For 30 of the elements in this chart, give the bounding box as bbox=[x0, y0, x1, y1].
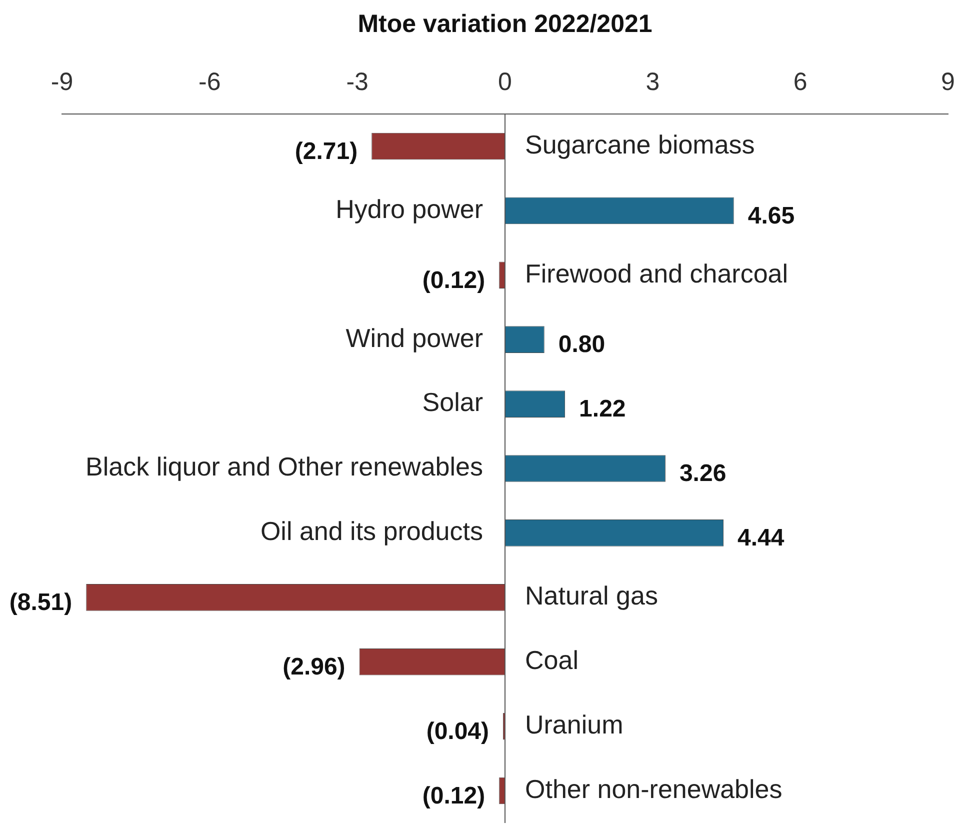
data-label: 1.22 bbox=[579, 396, 626, 423]
data-label: 4.65 bbox=[748, 202, 795, 230]
data-label: (0.12) bbox=[422, 782, 486, 810]
data-label: 0.80 bbox=[558, 331, 606, 358]
x-tick-label: 0 bbox=[498, 68, 512, 96]
data-label: 3.26 bbox=[679, 460, 726, 488]
y-tick-label: Firewood and charcoal bbox=[525, 258, 788, 288]
x-tick-label: -6 bbox=[198, 68, 221, 96]
y-tick-label: Coal bbox=[525, 645, 578, 676]
x-tick-label: -3 bbox=[346, 68, 368, 96]
x-tick-label: 6 bbox=[793, 68, 808, 96]
data-label: (8.51) bbox=[9, 589, 72, 616]
y-tick-label: Wind power bbox=[346, 322, 484, 353]
y-tick-label: Other non-renewables bbox=[525, 774, 782, 804]
y-tick-label: Hydro power bbox=[336, 194, 484, 224]
data-label: (0.12) bbox=[422, 266, 486, 294]
x-tick-label: 9 bbox=[941, 68, 955, 96]
y-tick-label: Solar bbox=[422, 387, 484, 418]
data-label: (2.96) bbox=[282, 653, 346, 680]
data-label: 4.44 bbox=[738, 524, 785, 552]
y-tick-label: Black liquor and Other renewables bbox=[86, 452, 483, 482]
y-tick-label: Natural gas bbox=[525, 580, 658, 611]
y-tick-label: Sugarcane biomass bbox=[525, 129, 755, 160]
x-tick-label: 3 bbox=[646, 68, 660, 96]
x-axis-title: Mtoe variation 2022/2021 bbox=[358, 10, 652, 38]
y-tick-label: Uranium bbox=[525, 709, 624, 740]
data-label: (0.04) bbox=[426, 718, 490, 745]
y-tick-label: Oil and its products bbox=[260, 516, 483, 546]
x-tick-label: -9 bbox=[50, 68, 74, 96]
data-label: (2.71) bbox=[294, 138, 358, 165]
